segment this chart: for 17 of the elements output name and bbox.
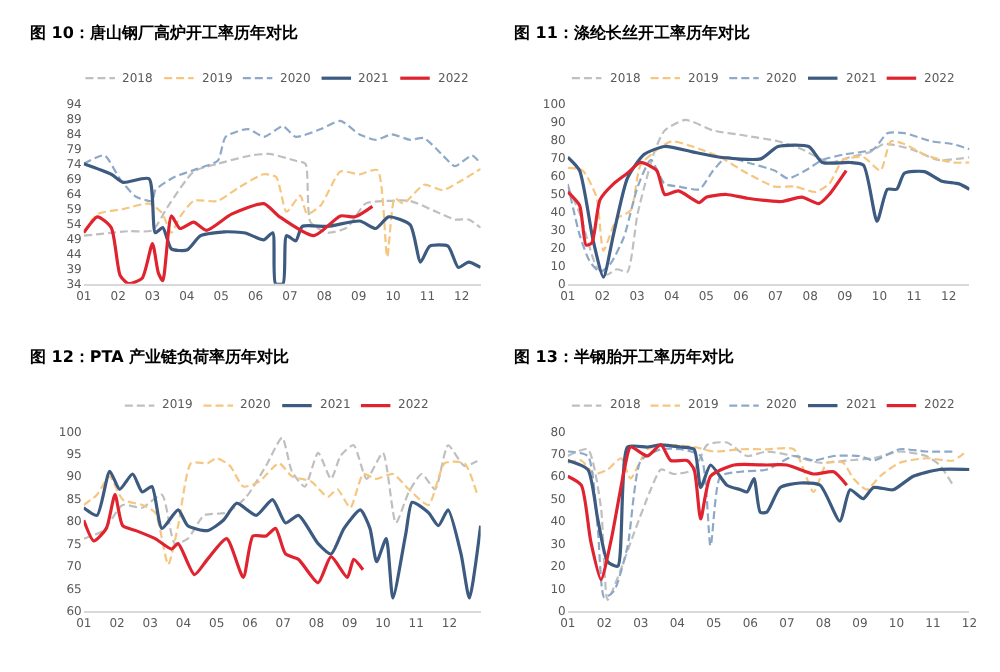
line-series xyxy=(83,493,365,585)
line-series xyxy=(83,119,481,203)
line-series xyxy=(567,443,970,568)
line-series xyxy=(567,443,968,494)
chart-title: 图 13：半钢胎开工率历年对比 xyxy=(514,346,734,366)
chart-title: 图 11：涤纶长丝开工率历年对比 xyxy=(514,22,750,42)
line-series xyxy=(83,162,481,284)
line-series xyxy=(567,139,970,252)
line-series xyxy=(83,457,479,566)
chart-title: 图 12：PTA 产业链负荷率历年对比 xyxy=(30,346,290,366)
line-series xyxy=(567,160,848,247)
line-series xyxy=(567,443,849,582)
line-series xyxy=(83,152,481,237)
chart-title: 图 10：唐山钢厂高炉开工率历年对比 xyxy=(30,22,298,42)
line-series xyxy=(83,469,481,600)
line-series xyxy=(83,201,374,284)
line-series xyxy=(83,436,479,545)
